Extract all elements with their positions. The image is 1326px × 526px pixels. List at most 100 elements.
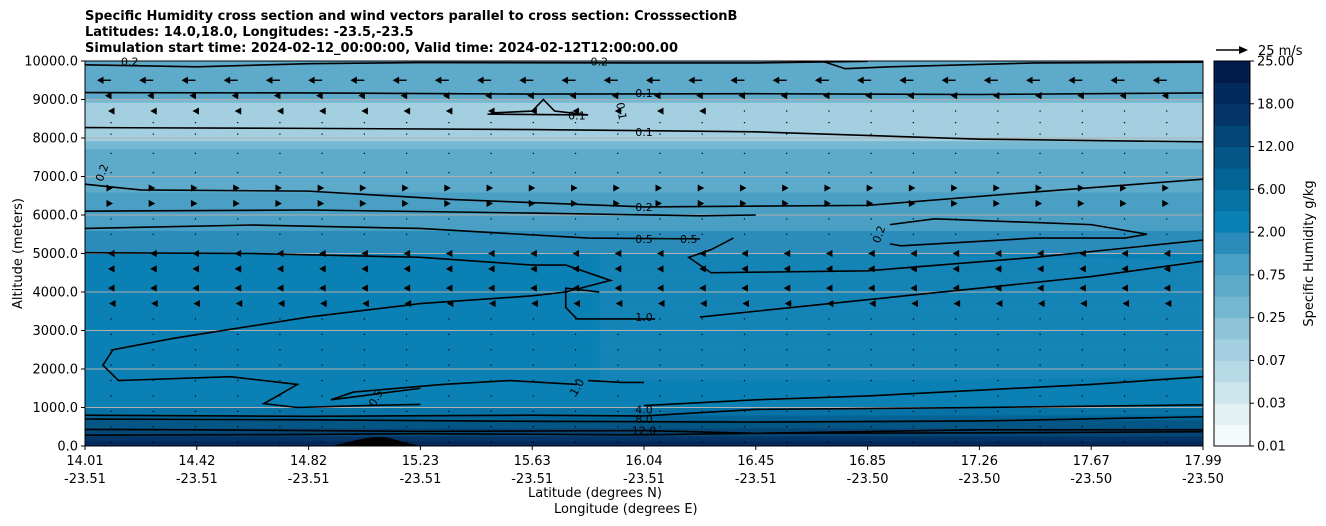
wind-arrow <box>743 133 746 135</box>
wind-arrow <box>825 265 833 273</box>
humidity-band <box>85 386 1203 389</box>
humidity-band <box>85 112 1203 115</box>
wind-arrow <box>574 410 577 412</box>
wind-arrow <box>1079 284 1086 292</box>
wind-arrow <box>1123 410 1126 412</box>
humidity-band <box>85 343 1203 346</box>
wind-arrow <box>912 133 914 135</box>
wind-arrow <box>152 426 154 428</box>
wind-arrow <box>319 284 326 292</box>
wind-arrow <box>152 349 154 351</box>
wind-arrow <box>527 92 534 100</box>
wind-arrow <box>828 333 830 335</box>
wind-arrow <box>193 299 200 308</box>
wind-arrow <box>1039 110 1041 112</box>
wind-arrow <box>870 395 872 397</box>
wind-arrow <box>194 426 197 428</box>
wind-arrow <box>194 218 197 220</box>
wind-arrow <box>237 218 239 220</box>
humidity-band <box>85 292 1203 295</box>
wind-arrow <box>614 284 622 292</box>
humidity-band <box>85 346 1203 349</box>
humidity-band <box>85 266 1203 269</box>
wind-arrow <box>574 426 577 428</box>
wind-arrow <box>997 349 999 351</box>
wind-arrow <box>448 395 450 397</box>
wind-arrow <box>105 92 112 100</box>
wind-arrow <box>110 133 112 135</box>
wind-arrow <box>955 395 957 397</box>
wind-arrow <box>1039 379 1041 382</box>
contour-line <box>85 430 1203 437</box>
humidity-band <box>85 102 1203 105</box>
wind-arrow <box>110 218 112 220</box>
wind-arrow <box>321 349 323 351</box>
colorbar-tick-label: 18.00 <box>1257 97 1294 112</box>
wind-arrow <box>237 379 239 382</box>
wind-arrow <box>701 379 703 382</box>
wind-arrow <box>743 218 746 220</box>
wind-arrow <box>194 318 197 320</box>
wind-arrow <box>899 76 906 84</box>
wind-arrow <box>448 318 450 320</box>
wind-arrow <box>912 218 914 220</box>
wind-arrow <box>786 410 788 412</box>
wind-arrow <box>992 92 1000 100</box>
wind-arrow <box>1077 184 1085 192</box>
wind-arrow <box>279 426 281 428</box>
wind-arrow <box>573 299 581 308</box>
x-tick-label-lat: 17.99 <box>1184 454 1221 469</box>
wind-arrow <box>617 410 619 412</box>
wind-arrow <box>1123 395 1126 397</box>
wind-arrow <box>194 172 197 174</box>
wind-arrow <box>700 299 707 308</box>
wind-arrow <box>1123 318 1126 320</box>
wind-arrow <box>772 76 780 84</box>
humidity-band <box>85 86 1203 89</box>
wind-arrow <box>615 299 623 308</box>
wind-arrow <box>275 184 282 192</box>
humidity-band <box>85 152 1203 155</box>
wind-arrow <box>912 333 914 335</box>
wind-arrow <box>234 107 242 115</box>
wind-arrow <box>912 349 914 351</box>
humidity-band <box>85 240 1203 243</box>
humidity-band <box>85 402 1203 405</box>
humidity-band <box>85 274 1203 277</box>
humidity-band <box>85 441 1203 444</box>
contour-line <box>85 415 1203 423</box>
wind-arrow <box>1166 379 1168 382</box>
wind-arrow <box>1123 349 1126 351</box>
wind-arrow <box>688 76 695 84</box>
contour-line <box>330 379 577 401</box>
humidity-band <box>85 115 1203 118</box>
wind-arrow <box>490 426 492 428</box>
wind-arrow <box>1123 122 1126 124</box>
wind-arrow <box>363 122 365 124</box>
wind-arrow <box>152 379 154 382</box>
wind-arrow <box>955 218 957 220</box>
humidity-band <box>85 397 1203 401</box>
humidity-band <box>85 158 1203 162</box>
wind-arrow <box>406 395 408 397</box>
humidity-band <box>85 269 1203 272</box>
wind-arrow <box>519 76 526 84</box>
humidity-band <box>85 320 1203 324</box>
wind-arrow <box>1039 349 1041 351</box>
x-tick-label-lon: -23.51 <box>64 472 106 487</box>
wind-arrow <box>237 441 239 443</box>
wind-arrow <box>1039 441 1041 443</box>
humidity-band <box>85 216 1203 219</box>
colorbar-label: Specific Humidity g/kg <box>1302 180 1317 326</box>
wind-arrow <box>234 284 242 292</box>
wind-arrow <box>1039 133 1041 135</box>
wind-arrow <box>490 364 492 366</box>
contour-line <box>889 218 1148 247</box>
humidity-band <box>85 399 1203 402</box>
wind-arrow <box>152 410 154 412</box>
wind-arrow <box>448 233 450 235</box>
humidity-band <box>85 405 1203 409</box>
colorbar-frame <box>1213 60 1251 447</box>
wind-arrow <box>574 379 577 382</box>
